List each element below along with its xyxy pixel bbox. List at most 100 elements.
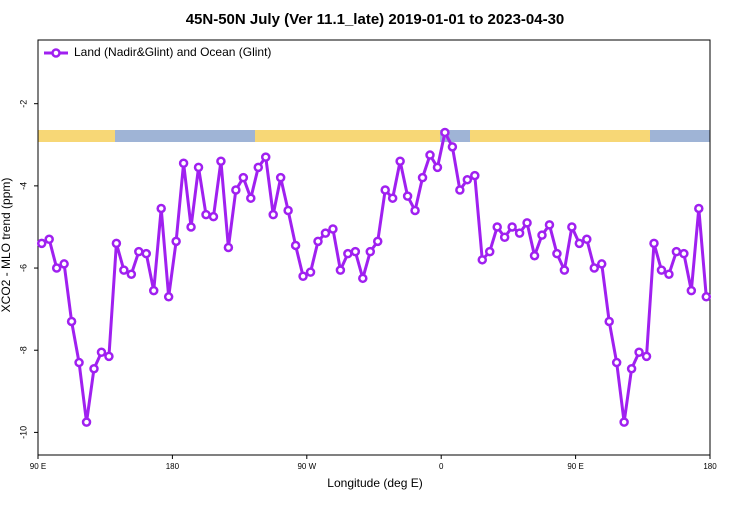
data-point: [596, 259, 607, 269]
data-point: [320, 228, 331, 238]
x-tick-label: 180: [166, 462, 180, 471]
data-point: [89, 363, 99, 374]
data-point: [275, 172, 286, 183]
y-tick-label: -2: [18, 100, 28, 108]
data-point: [559, 265, 570, 275]
data-point: [134, 246, 144, 257]
data-point: [529, 250, 540, 261]
data-point: [148, 285, 159, 296]
data-point: [260, 152, 271, 162]
x-tick-label: 90 E: [567, 462, 583, 471]
data-point: [216, 156, 226, 166]
x-tick-label: 90 E: [30, 462, 46, 471]
y-tick-label: -10: [18, 426, 28, 439]
data-point: [96, 347, 107, 358]
data-point: [380, 185, 390, 195]
data-point: [298, 271, 308, 282]
data-point: [59, 259, 69, 269]
data-point: [171, 236, 181, 247]
data-point: [544, 220, 555, 230]
data-point: [268, 209, 278, 220]
data-point: [649, 238, 659, 249]
data-point: [178, 158, 189, 169]
data-point: [410, 205, 420, 216]
data-point: [477, 255, 488, 265]
plot-frame: [37, 39, 711, 456]
data-point: [104, 351, 114, 362]
data-point: [126, 269, 137, 279]
data-point: [358, 273, 368, 284]
data-point: [246, 193, 256, 203]
data-point: [664, 269, 674, 279]
x-tick-label: 180: [703, 462, 717, 471]
data-point: [313, 236, 323, 247]
data-point: [66, 316, 77, 327]
data-point: [387, 193, 398, 203]
data-point: [417, 172, 428, 183]
data-point: [694, 203, 704, 214]
data-point: [507, 222, 517, 232]
data-point: [186, 222, 196, 232]
data-point: [470, 170, 480, 181]
data-point: [634, 347, 644, 358]
series-line: [41, 130, 708, 424]
data-point: [514, 228, 525, 238]
legend-marker: [51, 48, 61, 58]
data-point: [432, 162, 443, 173]
data-point: [372, 236, 383, 247]
data-point: [582, 234, 592, 245]
data-point: [36, 238, 47, 249]
data-point: [350, 246, 361, 257]
data-point: [425, 150, 435, 160]
data-point: [81, 417, 92, 427]
data-point: [328, 224, 338, 234]
data-point: [74, 357, 84, 368]
data-point: [567, 222, 577, 232]
data-point: [119, 265, 129, 275]
data-point: [440, 127, 450, 138]
data-point: [656, 265, 667, 275]
data-point: [701, 292, 712, 302]
data-point: [679, 248, 689, 259]
data-point: [574, 238, 585, 249]
data-point: [447, 142, 458, 152]
data-point: [492, 222, 502, 232]
x-tick-label: 90 W: [297, 462, 316, 471]
data-point: [552, 248, 562, 259]
data-point: [537, 230, 547, 240]
y-axis-label: XCO2 - MLO trend (ppm): [0, 178, 13, 313]
data-point: [201, 209, 211, 220]
chart-title: 45N-50N July (Ver 11.1_late) 2019-01-01 …: [186, 11, 565, 28]
data-point: [462, 174, 473, 185]
data-point: [163, 292, 174, 302]
data-point: [402, 191, 413, 201]
data-point: [619, 417, 629, 427]
data-point: [238, 172, 249, 183]
data-point: [626, 363, 637, 374]
data-point: [589, 263, 600, 273]
legend-label: Land (Nadir&Glint) and Ocean (Glint): [74, 45, 271, 59]
data-point: [51, 263, 62, 273]
data-point: [671, 246, 682, 257]
data-point: [208, 211, 219, 222]
data-point: [253, 162, 264, 173]
y-tick-label: -6: [18, 264, 28, 272]
data-point: [499, 232, 510, 242]
data-point: [604, 316, 614, 327]
data-point: [335, 265, 346, 275]
y-tick-label: -4: [18, 182, 28, 190]
data-point: [365, 246, 376, 257]
data-point: [111, 238, 122, 249]
data-point: [44, 234, 54, 245]
data-point: [141, 248, 152, 259]
data-point: [305, 267, 316, 277]
data-point: [611, 357, 622, 368]
data-point: [223, 242, 234, 253]
x-axis-label: Longitude (deg E): [327, 476, 422, 490]
data-point: [395, 156, 405, 166]
x-tick-label: 0: [439, 462, 444, 471]
data-point: [522, 218, 532, 228]
data-point: [290, 240, 301, 251]
data-point: [283, 205, 293, 216]
